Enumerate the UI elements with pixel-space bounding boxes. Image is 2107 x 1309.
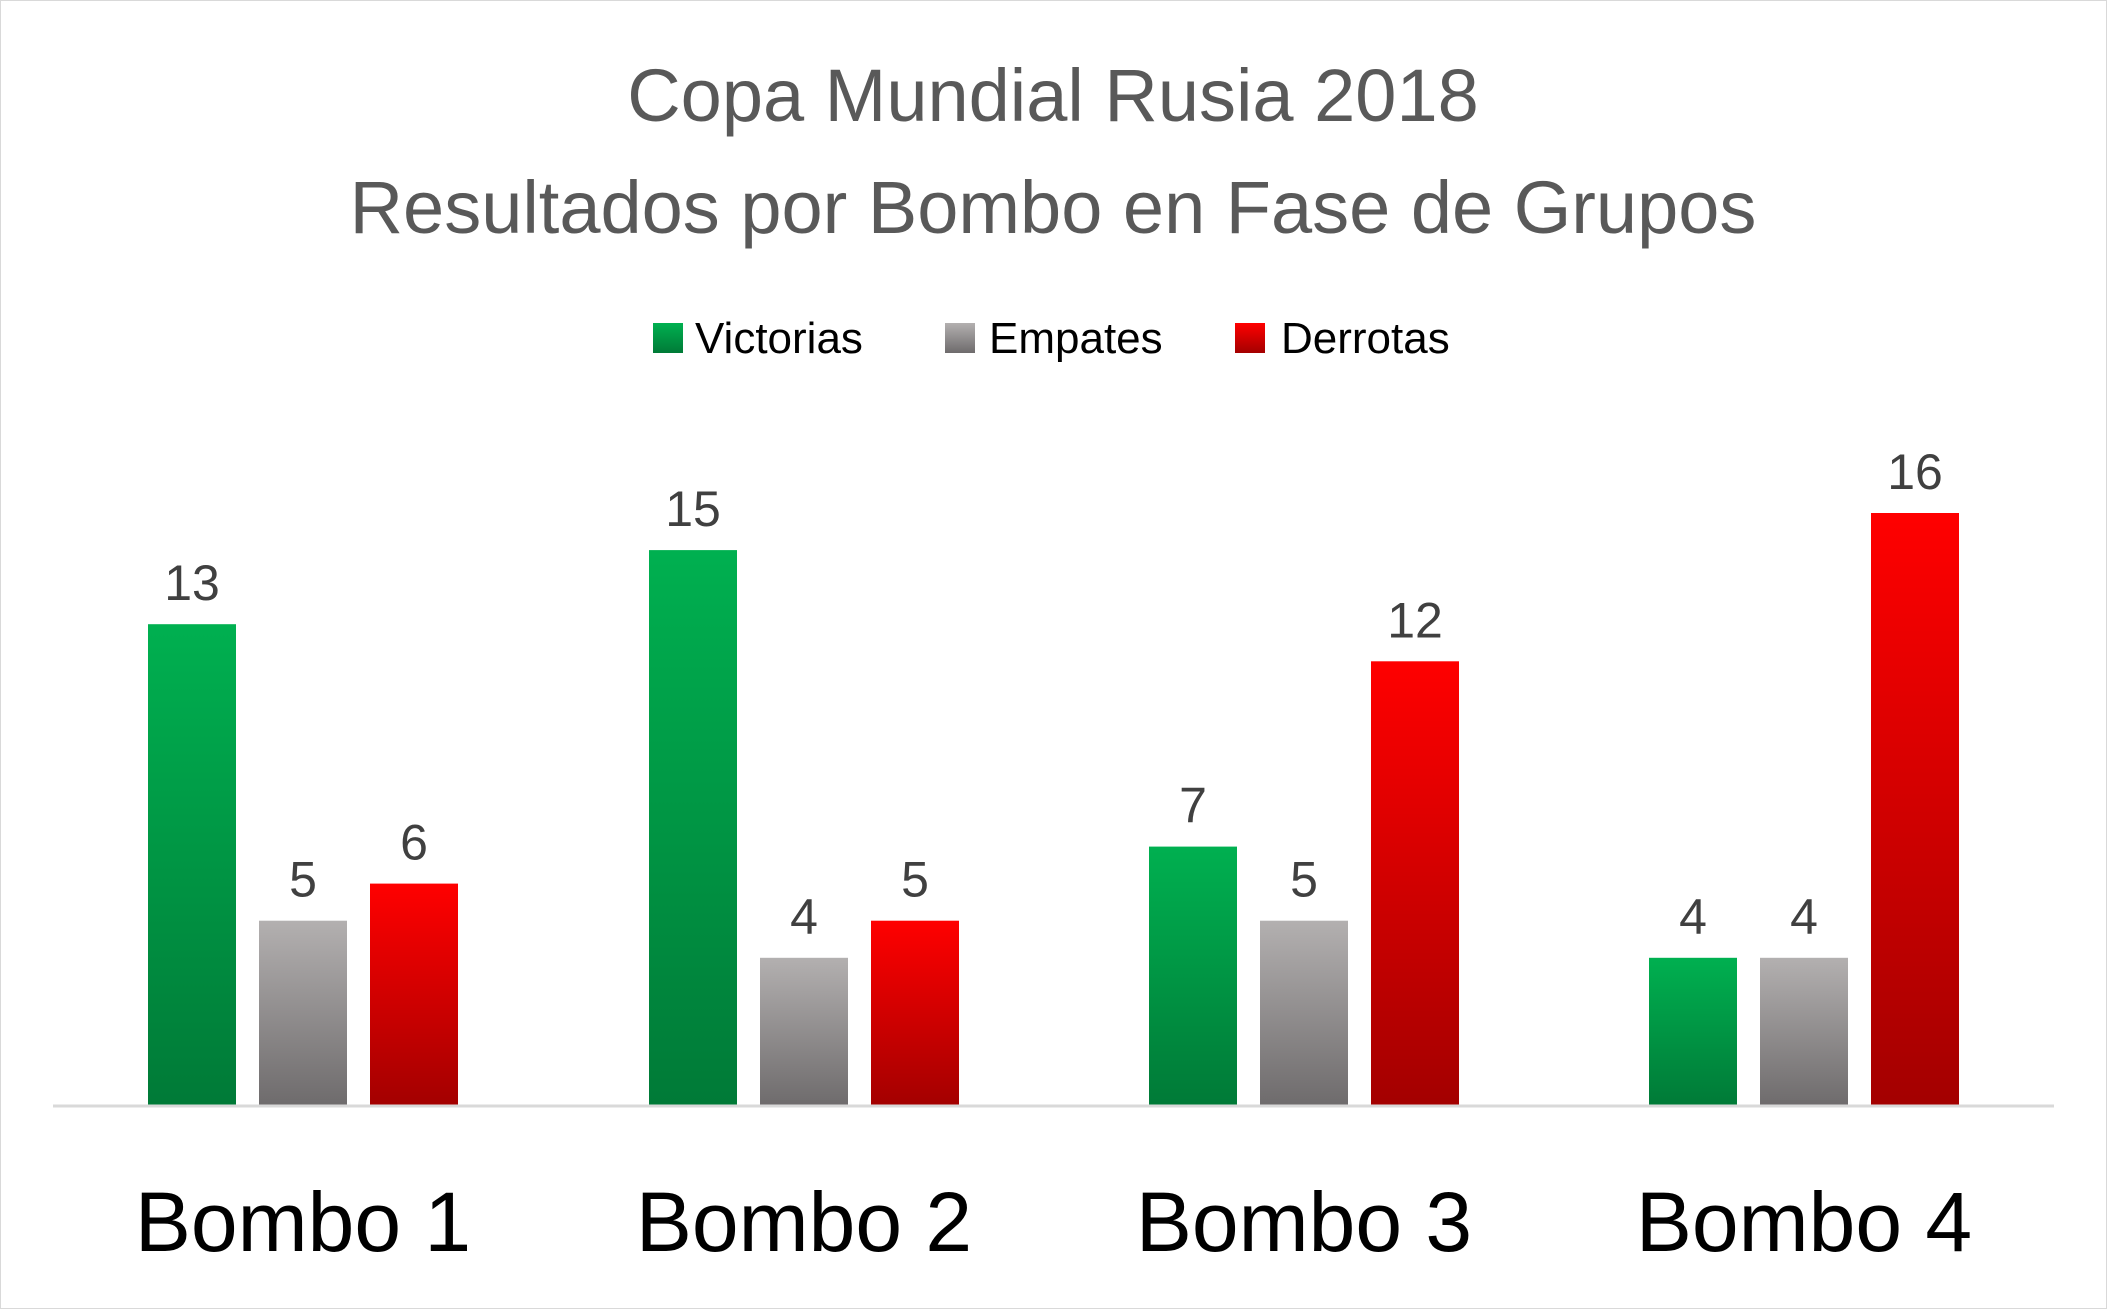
- data-label-bombo-3-empates: 5: [1290, 852, 1318, 908]
- bar-bombo-4-victorias: [1649, 957, 1737, 1106]
- data-label-bombo-3-derrotas: 12: [1387, 592, 1443, 648]
- bar-bombo-3-derrotas: [1371, 661, 1459, 1106]
- bar-bombo-1-victorias: [148, 624, 236, 1106]
- category-label-bombo-1: Bombo 1: [135, 1175, 471, 1269]
- legend-swatch-victorias: [653, 323, 683, 353]
- bar-bombo-2-empates: [760, 957, 848, 1106]
- data-label-bombo-1-empates: 5: [289, 852, 317, 908]
- category-label-bombo-3: Bombo 3: [1136, 1175, 1472, 1269]
- category-label-bombo-2: Bombo 2: [636, 1175, 972, 1269]
- bar-bombo-2-victorias: [649, 550, 737, 1106]
- bar-bombo-1-empates: [259, 920, 347, 1106]
- legend-item-victorias: Victorias: [653, 314, 863, 363]
- bar-bombo-3-victorias: [1149, 846, 1237, 1106]
- data-label-bombo-4-derrotas: 16: [1887, 444, 1943, 500]
- data-label-bombo-4-empates: 4: [1790, 889, 1818, 945]
- legend: Victorias Empates Derrotas: [653, 314, 1450, 363]
- bar-bombo-1-derrotas: [370, 883, 458, 1106]
- category-labels-group: Bombo 1 Bombo 2 Bombo 3 Bombo 4: [135, 1175, 1972, 1269]
- legend-swatch-derrotas: [1235, 323, 1265, 353]
- data-labels-group: 13 5 6 15 4 5 7 5 12 4 4 16: [164, 444, 1943, 945]
- legend-label-derrotas: Derrotas: [1281, 314, 1450, 363]
- data-label-bombo-1-victorias: 13: [164, 555, 220, 611]
- data-label-bombo-2-derrotas: 5: [901, 852, 929, 908]
- legend-item-derrotas: Derrotas: [1235, 314, 1450, 363]
- bar-bombo-2-derrotas: [871, 920, 959, 1106]
- legend-label-victorias: Victorias: [695, 314, 863, 363]
- legend-swatch-empates: [945, 323, 975, 353]
- data-label-bombo-2-empates: 4: [790, 889, 818, 945]
- chart-subtitle: Resultados por Bombo en Fase de Grupos: [350, 166, 1757, 249]
- data-label-bombo-3-victorias: 7: [1179, 778, 1207, 834]
- data-label-bombo-4-victorias: 4: [1679, 889, 1707, 945]
- bar-bombo-3-empates: [1260, 920, 1348, 1106]
- chart-title: Copa Mundial Rusia 2018: [627, 54, 1479, 137]
- legend-item-empates: Empates: [945, 314, 1163, 363]
- data-label-bombo-1-derrotas: 6: [400, 815, 428, 871]
- bar-bombo-4-empates: [1760, 957, 1848, 1106]
- legend-label-empates: Empates: [989, 314, 1163, 363]
- category-label-bombo-4: Bombo 4: [1636, 1175, 1972, 1269]
- bars-group: [148, 513, 1959, 1106]
- bar-bombo-4-derrotas: [1871, 513, 1959, 1106]
- data-label-bombo-2-victorias: 15: [665, 481, 721, 537]
